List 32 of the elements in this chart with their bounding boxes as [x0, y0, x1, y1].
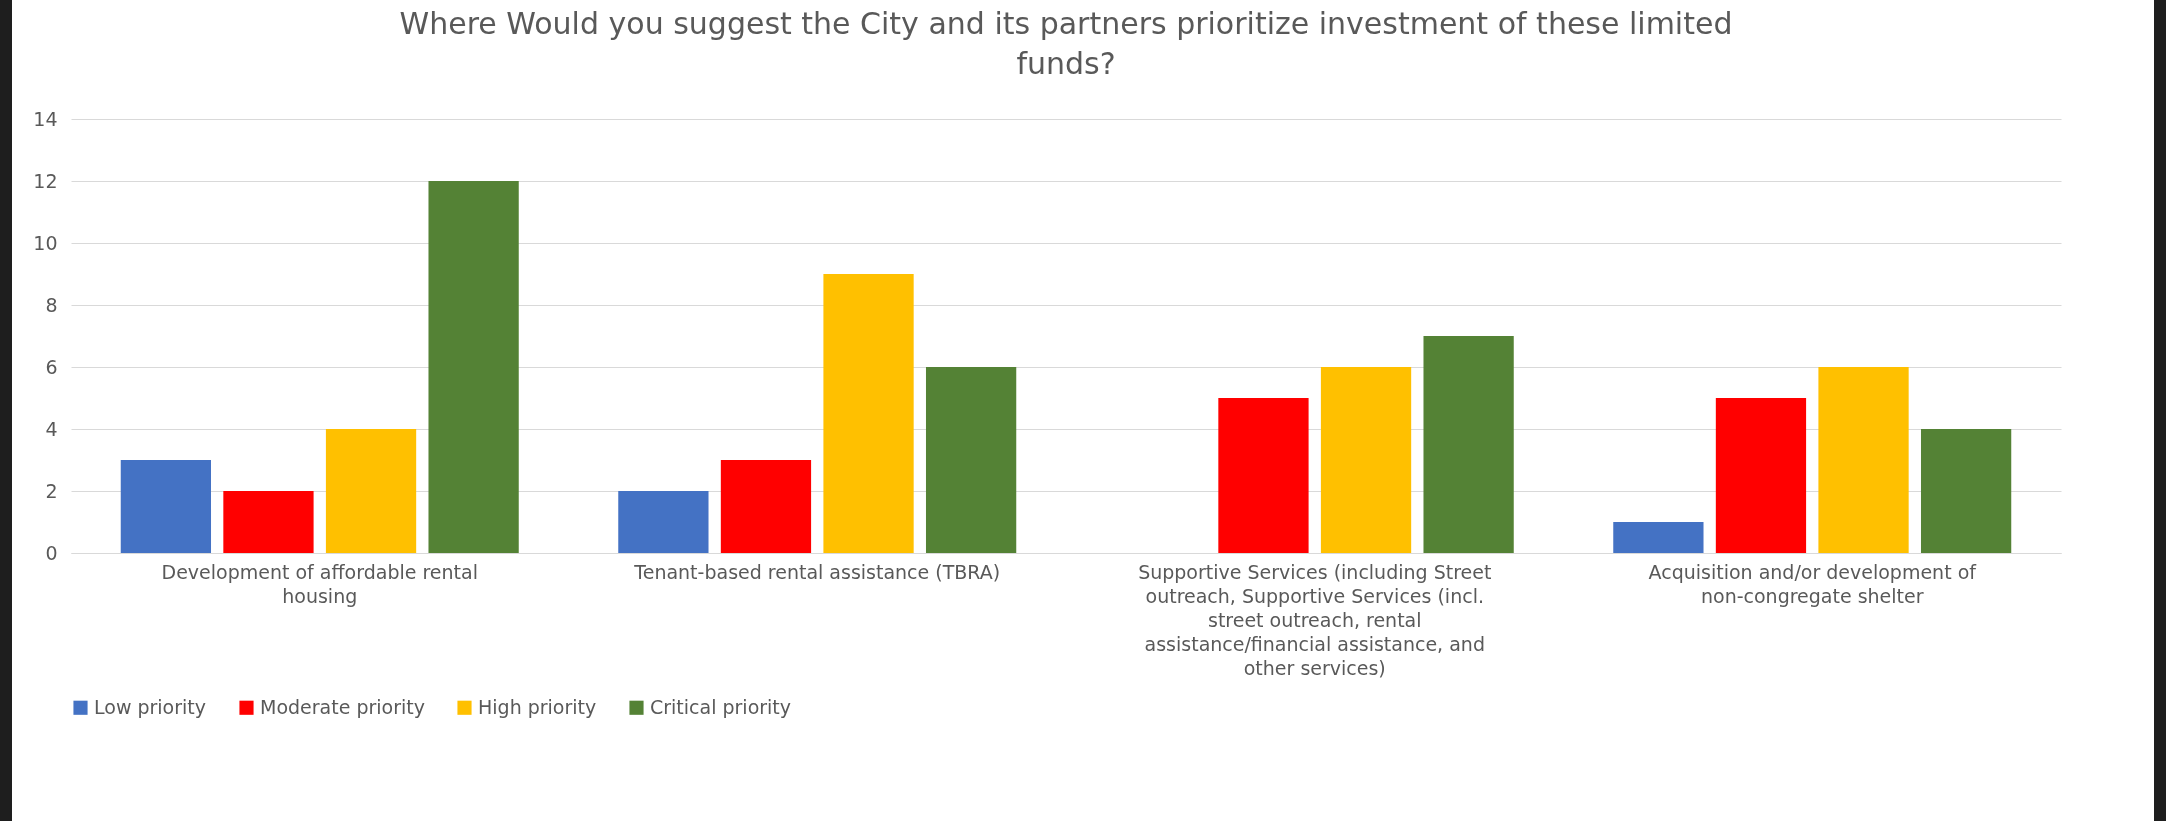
y-tick-label: 0: [45, 541, 58, 564]
chart-title: Where Would you suggest the City and its partners prioritize investment of these limited funds?: [399, 6, 1733, 81]
bar: [223, 491, 314, 553]
bar: [720, 460, 812, 553]
bar: [1715, 398, 1807, 553]
bar: [1818, 367, 1909, 553]
bar: [1218, 398, 1309, 553]
bar: [925, 367, 1017, 553]
legend-label: Moderate priority: [260, 695, 425, 718]
y-tick-label: 6: [45, 355, 58, 378]
bar: [1920, 429, 2012, 553]
bar: [823, 274, 914, 553]
y-tick-label: 14: [33, 107, 58, 130]
bar: [120, 460, 212, 553]
x-tick-label: Development of affordable rental housing: [161, 560, 478, 607]
bar: [1423, 336, 1514, 553]
y-tick-label: 4: [45, 417, 58, 440]
bar: [1613, 522, 1704, 553]
bar: [618, 491, 709, 553]
x-tick-label: Supportive Services (including Street outreach, Supportive Services (incl. street outreach, rental assistance/financial assistance, and other services): [1138, 560, 1492, 679]
legend-label: Critical priority: [650, 695, 792, 718]
bar: [1320, 367, 1412, 553]
x-tick-label: Tenant-based rental assistance (TBRA): [633, 560, 1001, 583]
y-tick-label: 8: [45, 293, 58, 316]
y-tick-label: 12: [33, 169, 58, 192]
y-tick-label: 10: [33, 231, 58, 254]
bar: [428, 181, 519, 553]
y-tick-label: 2: [45, 479, 58, 502]
legend-label: Low priority: [94, 695, 207, 718]
bar: [325, 429, 417, 553]
x-tick-label: Acquisition and/or development of non-congregate shelter: [1648, 560, 1978, 607]
legend-label: High priority: [478, 695, 597, 718]
